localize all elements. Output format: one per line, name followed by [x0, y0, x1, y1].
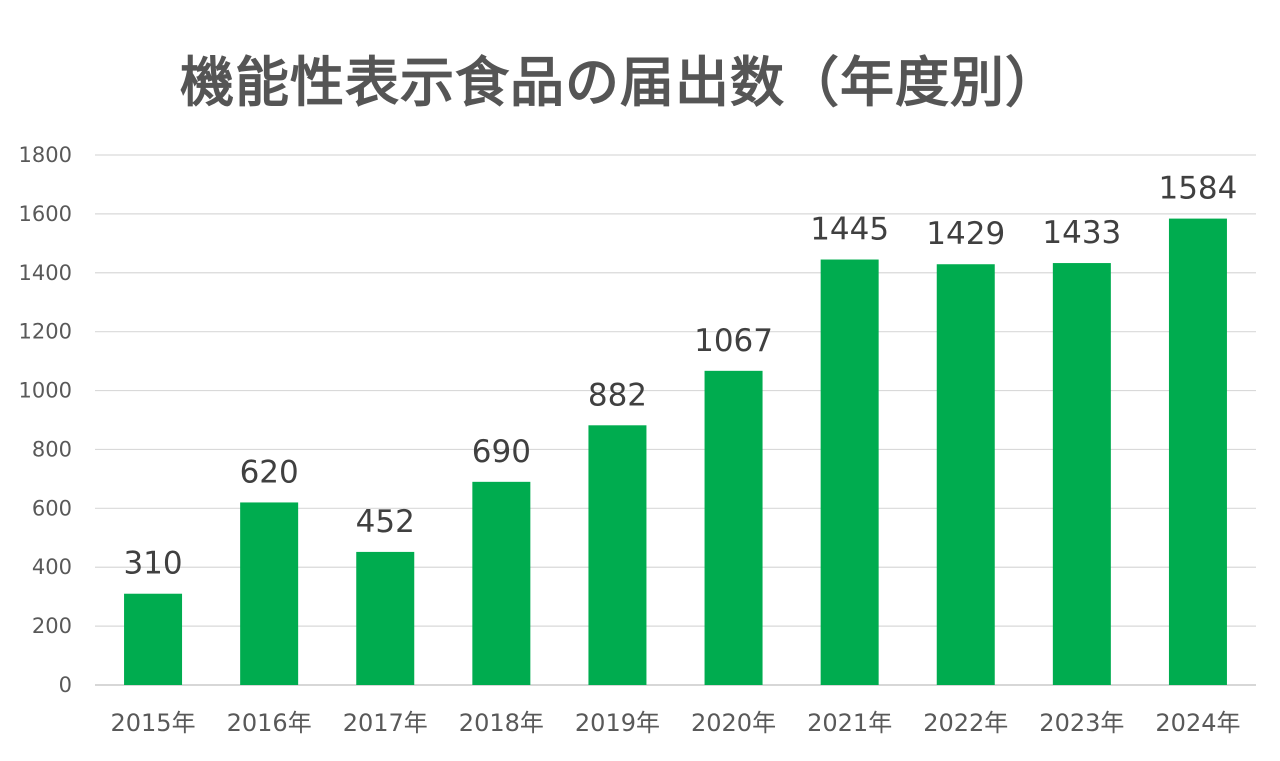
- y-axis-ticks: 0 200 400 600 800 1000 1200 1400 1600 1800: [19, 143, 72, 697]
- x-category-label: 2023年: [1039, 709, 1124, 737]
- data-label: 620: [240, 454, 299, 490]
- x-category-label: 2024年: [1155, 709, 1240, 737]
- y-tick-label: 600: [32, 496, 72, 520]
- x-category-label: 2021年: [807, 709, 892, 737]
- bar: [820, 259, 879, 685]
- bar: [356, 551, 415, 685]
- data-label: 452: [356, 504, 415, 540]
- data-label: 882: [588, 377, 647, 413]
- data-label: 310: [123, 546, 182, 582]
- bar: [472, 481, 531, 685]
- bar: [588, 425, 647, 685]
- x-category-label: 2022年: [923, 709, 1008, 737]
- y-tick-label: 1000: [19, 379, 72, 403]
- x-category-label: 2018年: [459, 709, 544, 737]
- y-tick-label: 0: [59, 673, 72, 697]
- bar: [1168, 218, 1227, 685]
- y-tick-label: 800: [32, 437, 72, 461]
- x-axis-categories: 2015年 2016年 2017年 2018年 2019年 2020年 2021年 2022年…: [111, 709, 1241, 737]
- data-label: 1433: [1042, 215, 1121, 251]
- data-label: 1067: [694, 323, 773, 359]
- bars: [124, 218, 1227, 685]
- data-labels: 310 620 452 690 882 1067 1445 1429 1433 1584: [123, 171, 1237, 582]
- data-label: 1445: [810, 212, 889, 248]
- y-tick-label: 1200: [19, 320, 72, 344]
- y-tick-label: 400: [32, 555, 72, 579]
- x-category-label: 2019年: [575, 709, 660, 737]
- bar: [124, 593, 183, 685]
- chart-title: 機能性表示食品の届出数（年度別）: [180, 51, 1060, 114]
- data-label: 1584: [1158, 171, 1237, 207]
- y-tick-label: 1800: [19, 143, 72, 167]
- x-category-label: 2016年: [227, 709, 312, 737]
- y-tick-label: 1400: [19, 261, 72, 285]
- x-category-label: 2017年: [343, 709, 428, 737]
- bar: [936, 264, 995, 685]
- x-category-label: 2015年: [111, 709, 196, 737]
- x-category-label: 2020年: [691, 709, 776, 737]
- bar: [240, 502, 299, 685]
- data-label: 1429: [926, 216, 1005, 252]
- y-tick-label: 1600: [19, 202, 72, 226]
- bar: [704, 370, 763, 685]
- y-tick-label: 200: [32, 614, 72, 638]
- data-label: 690: [472, 434, 531, 470]
- bar: [1052, 263, 1111, 685]
